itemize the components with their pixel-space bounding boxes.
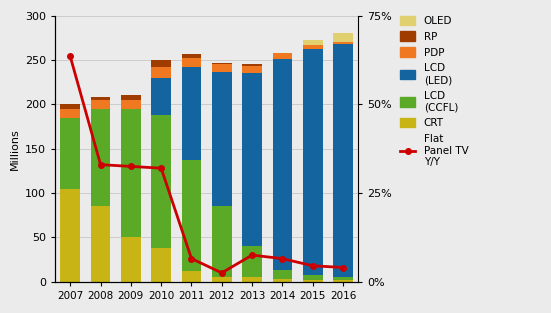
- Bar: [242, 66, 262, 73]
- Bar: [182, 54, 201, 58]
- Bar: [273, 279, 292, 282]
- Bar: [333, 33, 353, 42]
- Bar: [303, 40, 322, 45]
- Bar: [303, 45, 322, 49]
- Bar: [61, 118, 80, 188]
- Bar: [121, 95, 141, 100]
- Bar: [91, 206, 110, 282]
- Bar: [152, 248, 171, 282]
- Bar: [182, 58, 201, 67]
- Bar: [273, 53, 292, 59]
- Bar: [273, 270, 292, 279]
- Bar: [212, 63, 231, 64]
- Bar: [121, 100, 141, 109]
- Bar: [121, 237, 141, 282]
- Bar: [61, 188, 80, 282]
- Bar: [303, 49, 322, 275]
- Bar: [121, 109, 141, 237]
- Bar: [333, 44, 353, 277]
- Bar: [333, 42, 353, 44]
- Bar: [91, 100, 110, 109]
- Bar: [303, 280, 322, 282]
- Bar: [212, 277, 231, 282]
- Bar: [333, 280, 353, 282]
- Bar: [91, 97, 110, 100]
- Bar: [242, 277, 262, 282]
- Legend: OLED, RP, PDP, LCD
(LED), LCD
(CCFL), CRT, Flat
Panel TV
Y/Y: OLED, RP, PDP, LCD (LED), LCD (CCFL), CR…: [399, 16, 468, 167]
- Bar: [182, 67, 201, 160]
- Bar: [61, 104, 80, 109]
- Bar: [273, 59, 292, 270]
- Bar: [152, 60, 171, 67]
- Bar: [61, 109, 80, 118]
- Bar: [152, 67, 171, 78]
- Bar: [242, 64, 262, 66]
- Bar: [242, 73, 262, 246]
- Bar: [91, 109, 110, 206]
- Bar: [212, 72, 231, 206]
- Bar: [242, 246, 262, 277]
- Bar: [333, 277, 353, 280]
- Bar: [212, 206, 231, 277]
- Bar: [182, 271, 201, 282]
- Bar: [152, 78, 171, 115]
- Y-axis label: Millions: Millions: [9, 128, 19, 170]
- Bar: [212, 64, 231, 72]
- Bar: [152, 115, 171, 248]
- Bar: [182, 160, 201, 271]
- Bar: [303, 275, 322, 280]
